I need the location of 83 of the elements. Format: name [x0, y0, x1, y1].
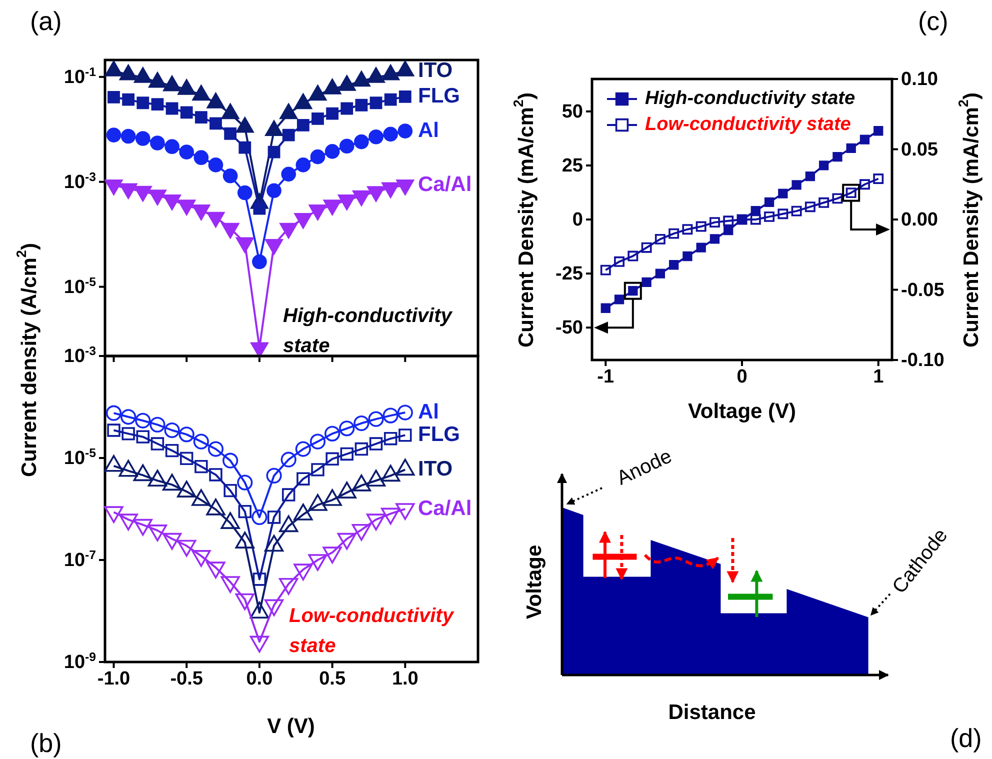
point [642, 277, 652, 288]
y-tick-label: 0 [572, 210, 583, 231]
point [874, 126, 884, 136]
series-label: ITO [418, 58, 453, 82]
point [614, 294, 624, 304]
text: Voltage [522, 544, 546, 620]
annotation: High-conductivity state [283, 305, 453, 357]
y-tick-label: 10$^{-5}$ [64, 446, 96, 470]
y-tick-label: 10$^{-3}$ [64, 344, 96, 368]
point [696, 221, 706, 232]
y-tick-label: -50 [556, 318, 583, 339]
series-label: Ca/Al [418, 496, 472, 520]
point [682, 224, 693, 235]
x-tick-label: 1.0 [392, 668, 418, 690]
series-label: Ca/Al [418, 172, 472, 196]
point [805, 171, 816, 182]
point [628, 250, 638, 262]
point [668, 260, 679, 270]
x-tick-label: -1.0 [97, 668, 130, 690]
y-tick-label: 50 [562, 102, 583, 123]
point [668, 228, 680, 239]
y-tick-label: 25 [562, 156, 584, 177]
y-tick-label: 10$^{-9}$ [64, 650, 96, 674]
point [710, 234, 720, 244]
text: (a) [30, 6, 62, 36]
point [846, 143, 856, 153]
x-tick-label: 0.0 [246, 668, 273, 690]
series-label: Al [418, 118, 439, 142]
y-tick-label: -25 [556, 264, 584, 285]
point [778, 188, 788, 198]
point [818, 160, 829, 170]
y2-tick-label: 0.00 [901, 210, 938, 231]
text: (d) [950, 723, 982, 753]
point [859, 179, 870, 190]
point [832, 193, 843, 204]
point [709, 217, 720, 228]
point [873, 174, 884, 184]
point [682, 251, 692, 262]
x-tick-label: 0.5 [319, 668, 346, 690]
legend-label: Low-conductivity state [645, 114, 852, 136]
text: (b) [30, 728, 62, 758]
x-tick-label: 0 [736, 366, 748, 388]
point [750, 214, 761, 225]
point [778, 208, 788, 220]
y2-tick-label: 0.10 [901, 69, 938, 90]
x-tick-label: 1 [873, 366, 884, 388]
y-tick-label: 10$^{-7}$ [64, 548, 96, 572]
y2-tick-label: 0.05 [901, 139, 938, 160]
point [723, 216, 734, 226]
x-tick-label: -0.5 [170, 668, 204, 690]
series-label: FLG [418, 422, 460, 446]
point [832, 152, 842, 162]
y-tick-label: 10$^{-5}$ [64, 274, 96, 298]
point [792, 180, 802, 190]
point [860, 134, 870, 144]
point [764, 197, 774, 208]
point [764, 211, 775, 222]
point [600, 264, 611, 276]
text: (c) [918, 6, 948, 36]
point [818, 197, 830, 208]
text: Anode [614, 445, 676, 490]
legend-label: High-conductivity state [645, 88, 856, 110]
point [614, 256, 625, 267]
series-label: FLG [418, 84, 460, 108]
point [655, 268, 666, 278]
x-axis-title: V (V) [267, 714, 315, 738]
annotation: Low-conductivity state [289, 605, 454, 657]
point [791, 206, 802, 216]
point [654, 234, 666, 244]
point [724, 225, 734, 236]
y-tick-label: 10$^{-3}$ [64, 170, 96, 193]
y-tick-label: 10$^{-1}$ [64, 64, 96, 88]
y2-tick-label: -0.10 [901, 350, 944, 372]
x-tick-label: -1 [597, 366, 615, 388]
text: Distance [668, 700, 756, 724]
point [600, 303, 610, 313]
point [696, 242, 706, 252]
x-axis-title: Voltage (V) [688, 400, 796, 423]
point [641, 242, 652, 253]
y2-tick-label: -0.05 [901, 280, 945, 301]
series-label: ITO [418, 457, 453, 480]
point [804, 202, 816, 212]
series-label: Al [418, 400, 439, 424]
